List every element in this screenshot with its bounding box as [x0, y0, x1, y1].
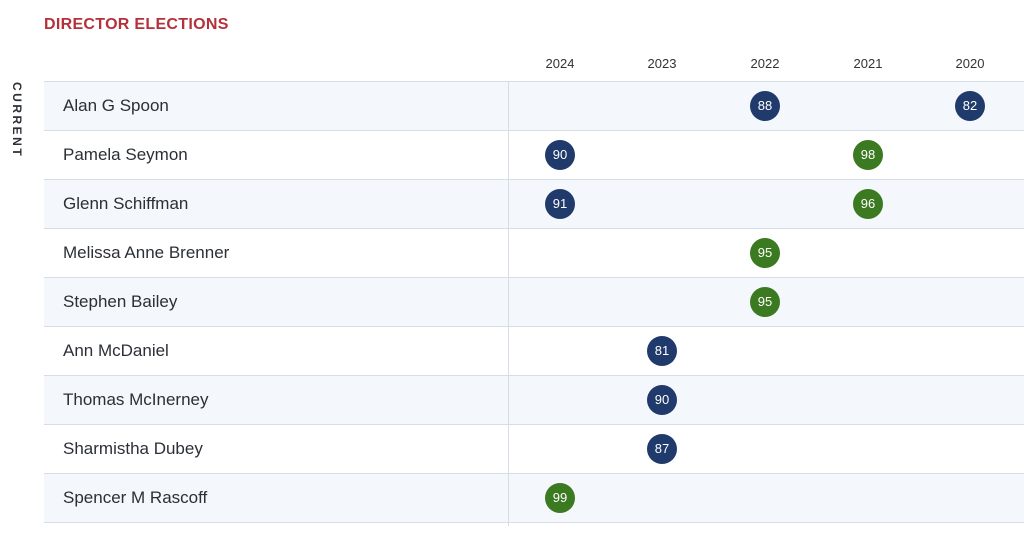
year-header: 2024 2023 2022 2021 2020 — [0, 56, 1024, 74]
vote-badge-2023: 81 — [647, 336, 677, 366]
year-header-2023: 2023 — [647, 56, 677, 71]
vote-badge-2023: 90 — [647, 385, 677, 415]
director-name: Ann McDaniel — [63, 341, 169, 360]
director-table: Alan G Spoon 88 82 Pamela Seymon 90 98 Glenn S… — [44, 81, 1024, 523]
director-row: Sharmistha Dubey 87 — [44, 424, 1024, 473]
vote-badge-2022: 95 — [750, 238, 780, 268]
director-name: Spencer M Rascoff — [63, 488, 208, 507]
director-name: Stephen Bailey — [63, 292, 178, 311]
year-header-2021: 2021 — [853, 56, 883, 71]
section-title: DIRECTOR ELECTIONS — [44, 16, 229, 33]
director-name: Sharmistha Dubey — [63, 439, 203, 458]
vote-badge-2024: 91 — [545, 189, 575, 219]
vote-badge-2024: 90 — [545, 140, 575, 170]
vote-badge-2022: 95 — [750, 287, 780, 317]
director-row: Melissa Anne Brenner 95 — [44, 228, 1024, 277]
current-label: CURRENT — [10, 82, 24, 159]
director-name: Pamela Seymon — [63, 145, 188, 164]
director-name: Alan G Spoon — [63, 96, 169, 115]
director-row: Glenn Schiffman 91 96 — [44, 179, 1024, 228]
director-name: Glenn Schiffman — [63, 194, 189, 213]
year-header-2020: 2020 — [955, 56, 985, 71]
director-name: Thomas McInerney — [63, 390, 209, 409]
director-name: Melissa Anne Brenner — [63, 243, 230, 262]
director-row: Stephen Bailey 95 — [44, 277, 1024, 326]
director-row: Pamela Seymon 90 98 — [44, 130, 1024, 179]
director-row: Spencer M Rascoff 99 — [44, 473, 1024, 523]
vote-badge-2024: 99 — [545, 483, 575, 513]
director-row: Thomas McInerney 90 — [44, 375, 1024, 424]
vote-badge-2023: 87 — [647, 434, 677, 464]
vote-badge-2020: 82 — [955, 91, 985, 121]
column-divider — [508, 81, 509, 526]
director-row: Alan G Spoon 88 82 — [44, 81, 1024, 130]
year-header-2024: 2024 — [545, 56, 575, 71]
vote-badge-2022: 88 — [750, 91, 780, 121]
year-header-2022: 2022 — [750, 56, 780, 71]
vote-badge-2021: 96 — [853, 189, 883, 219]
vote-badge-2021: 98 — [853, 140, 883, 170]
director-row: Ann McDaniel 81 — [44, 326, 1024, 375]
